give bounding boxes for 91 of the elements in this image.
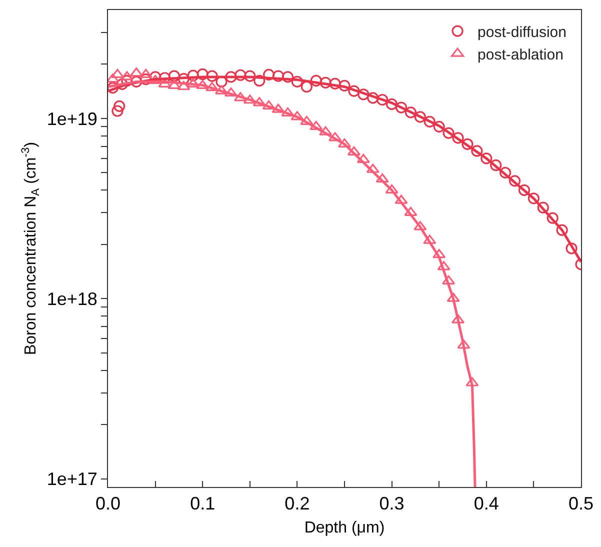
y-tick-label: 1e+19	[46, 108, 98, 129]
x-tick-label: 0.4	[474, 494, 499, 514]
point	[108, 82, 119, 94]
point	[178, 73, 190, 85]
point	[310, 120, 323, 130]
point	[272, 70, 284, 82]
point	[290, 111, 304, 120]
point	[112, 105, 124, 117]
point	[356, 154, 370, 164]
point	[187, 70, 199, 82]
point	[244, 70, 256, 82]
point	[282, 71, 294, 83]
point	[130, 68, 143, 77]
point	[366, 164, 380, 173]
point	[432, 249, 446, 258]
point	[414, 111, 426, 123]
point	[205, 82, 219, 92]
x-tick-label: 0.3	[379, 494, 404, 514]
point	[500, 166, 512, 178]
point	[120, 71, 134, 80]
point	[395, 102, 408, 114]
point	[310, 74, 322, 87]
point	[338, 80, 350, 92]
point	[424, 116, 436, 128]
legend-label: post-ablation	[478, 46, 564, 64]
point	[254, 74, 266, 87]
point	[320, 76, 332, 88]
point	[158, 78, 172, 88]
y-tick-label: 1e+18	[46, 288, 98, 309]
point	[281, 107, 294, 116]
point	[394, 194, 408, 204]
x-tick-label: 0.1	[190, 494, 216, 514]
point	[457, 340, 470, 349]
point	[130, 76, 142, 88]
point	[385, 184, 398, 194]
point	[114, 100, 126, 112]
point	[168, 70, 180, 82]
point	[462, 138, 474, 150]
point	[404, 106, 417, 118]
point	[225, 71, 237, 83]
y-tick-label: 1e+17	[46, 469, 98, 490]
x-tick-label: 0.0	[95, 494, 121, 514]
x-axis-title: Depth (μm)	[304, 519, 385, 536]
legend-label: post-diffusion	[478, 24, 566, 41]
point	[452, 132, 464, 144]
point	[566, 242, 578, 254]
point	[466, 377, 479, 386]
point	[518, 184, 530, 196]
point	[348, 85, 360, 97]
point	[490, 159, 502, 172]
point	[168, 80, 181, 89]
point	[386, 98, 398, 110]
point	[414, 221, 427, 230]
point	[243, 94, 256, 104]
x-tick-label: 0.2	[284, 494, 310, 514]
point	[376, 173, 389, 183]
point	[446, 292, 460, 302]
point	[471, 145, 483, 157]
point	[546, 212, 558, 224]
point	[367, 92, 379, 104]
point	[404, 206, 418, 216]
point	[556, 224, 568, 236]
point	[329, 78, 341, 90]
x-tick-label: 0.5	[568, 494, 594, 514]
point	[437, 261, 450, 270]
point	[206, 70, 218, 82]
point	[186, 78, 200, 88]
point	[139, 68, 152, 78]
point	[234, 69, 246, 81]
point	[319, 126, 332, 136]
point	[442, 127, 454, 139]
point	[291, 76, 303, 88]
point	[177, 80, 190, 90]
point	[216, 76, 228, 88]
point	[480, 152, 492, 164]
point	[433, 120, 445, 132]
point	[358, 88, 370, 100]
point	[196, 80, 210, 89]
point	[423, 234, 436, 244]
point	[263, 68, 275, 80]
point	[224, 87, 238, 97]
point	[537, 202, 549, 214]
point	[300, 80, 312, 93]
point	[376, 94, 388, 106]
point	[252, 97, 266, 106]
point	[262, 100, 276, 110]
point	[272, 104, 285, 113]
point	[508, 175, 521, 187]
point	[528, 192, 540, 204]
point	[300, 116, 314, 125]
point	[196, 68, 208, 80]
